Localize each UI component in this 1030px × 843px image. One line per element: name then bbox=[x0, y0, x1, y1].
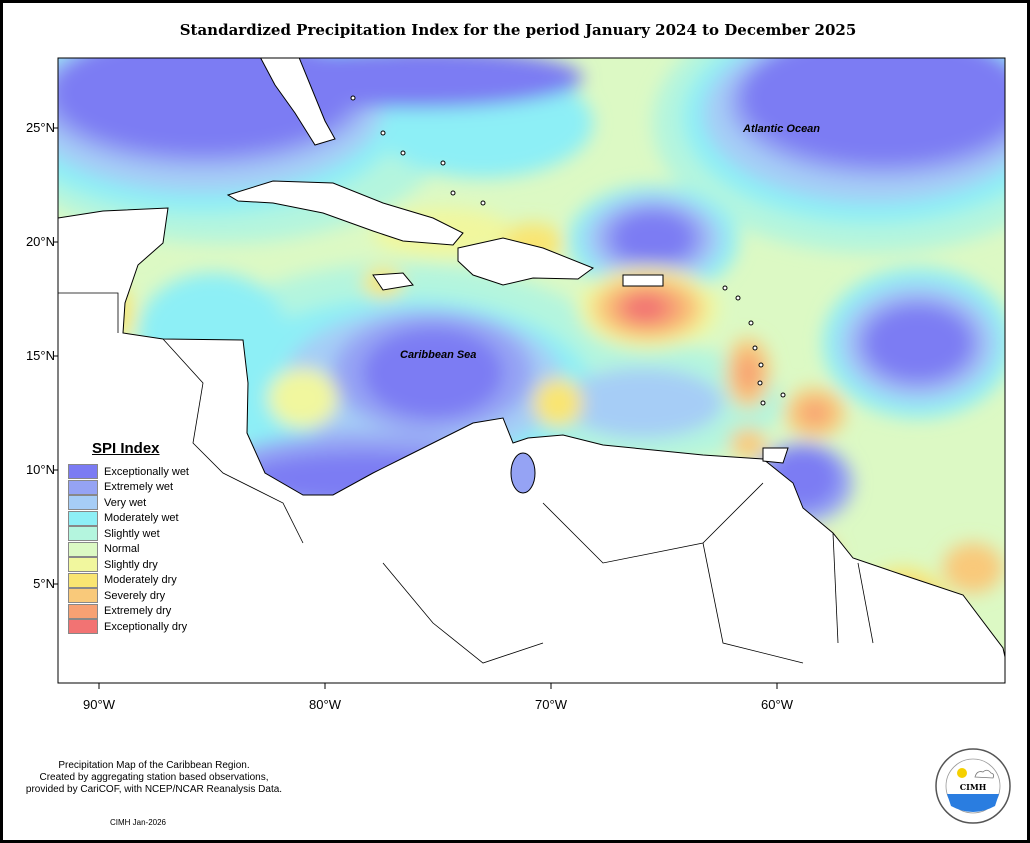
puerto-rico bbox=[622, 274, 664, 287]
legend-item: Moderately wet bbox=[68, 510, 189, 527]
trinidad bbox=[762, 447, 789, 464]
country-borders bbox=[58, 292, 874, 664]
florida bbox=[260, 58, 336, 146]
legend-item: Very wet bbox=[68, 495, 189, 511]
lon-label: 70°W bbox=[535, 697, 567, 712]
legend-swatch bbox=[68, 557, 98, 573]
legend-title: SPI Index bbox=[92, 440, 160, 457]
legend-item: Slightly dry bbox=[68, 557, 189, 573]
footer-line: Precipitation Map of the Caribbean Regio… bbox=[58, 760, 250, 771]
hispaniola bbox=[457, 237, 595, 286]
legend-label: Extremely dry bbox=[104, 605, 172, 618]
lat-label: 20°N bbox=[25, 234, 55, 249]
legend-item: Moderately dry bbox=[68, 572, 189, 589]
credit-label: CIMH Jan-2026 bbox=[109, 818, 167, 827]
legend-label: Moderately wet bbox=[104, 512, 179, 525]
legend-item: Slightly wet bbox=[68, 526, 189, 542]
legend-swatch bbox=[68, 619, 98, 635]
legend-item: Exceptionally dry bbox=[68, 619, 189, 635]
central-south-america-land bbox=[58, 207, 1005, 683]
legend-swatch bbox=[68, 541, 98, 557]
legend-swatch bbox=[68, 510, 98, 526]
legend-label: Normal bbox=[104, 543, 140, 556]
legend-swatch bbox=[68, 495, 98, 511]
legend-swatch bbox=[68, 588, 98, 604]
spi-legend: SPI Index Exceptionally wet Extremely wet… bbox=[68, 440, 189, 635]
legend-item: Extremely dry bbox=[68, 603, 189, 620]
legend-label: Slightly dry bbox=[104, 558, 158, 571]
legend-swatch bbox=[68, 464, 98, 480]
axis-ticks bbox=[53, 127, 778, 689]
map-title: Standardized Precipitation Index for the… bbox=[179, 21, 857, 39]
legend-label: Exceptionally dry bbox=[104, 620, 188, 633]
lat-label: 10°N bbox=[25, 462, 55, 477]
caribbean-sea-label: Caribbean Sea bbox=[400, 349, 477, 361]
footer-line: provided by CariCOF, with NCEP/NCAR Rean… bbox=[25, 784, 283, 795]
spi-map bbox=[53, 57, 1006, 689]
legend-swatch bbox=[68, 572, 98, 588]
legend-item: Severely dry bbox=[68, 588, 189, 604]
cimh-logo: CIMH bbox=[935, 748, 1011, 824]
lon-label: 80°W bbox=[309, 697, 341, 712]
legend-label: Moderately dry bbox=[104, 574, 177, 587]
lon-label: 60°W bbox=[761, 697, 793, 712]
lake-maracaibo bbox=[510, 452, 536, 494]
legend-label: Extremely wet bbox=[104, 481, 174, 494]
legend-item: Normal bbox=[68, 541, 189, 558]
cuba bbox=[226, 180, 464, 246]
footer-note: Precipitation Map of the Caribbean Regio… bbox=[9, 760, 299, 796]
map-frame bbox=[57, 57, 1006, 684]
legend-swatch bbox=[68, 526, 98, 542]
spi-contours bbox=[58, 58, 1005, 663]
legend-swatch bbox=[68, 479, 98, 495]
lat-label: 25°N bbox=[25, 120, 55, 135]
legend-label: Very wet bbox=[104, 496, 147, 509]
legend-swatch bbox=[68, 603, 98, 619]
legend-label: Slightly wet bbox=[104, 527, 160, 540]
legend-label: Severely dry bbox=[104, 589, 166, 602]
legend-item: Extremely wet bbox=[68, 479, 189, 496]
lat-label: 5°N bbox=[33, 576, 55, 591]
legend-item: Exceptionally wet bbox=[68, 464, 189, 480]
atlantic-ocean-label: Atlantic Ocean bbox=[743, 123, 821, 135]
legend-label: Exceptionally wet bbox=[104, 465, 189, 478]
footer-line: Created by aggregating station based obs… bbox=[39, 772, 269, 783]
islands bbox=[226, 58, 789, 464]
logo-text: CIMH bbox=[960, 782, 987, 792]
lon-label: 90°W bbox=[83, 697, 115, 712]
lat-label: 15°N bbox=[25, 348, 55, 363]
jamaica bbox=[372, 272, 414, 291]
